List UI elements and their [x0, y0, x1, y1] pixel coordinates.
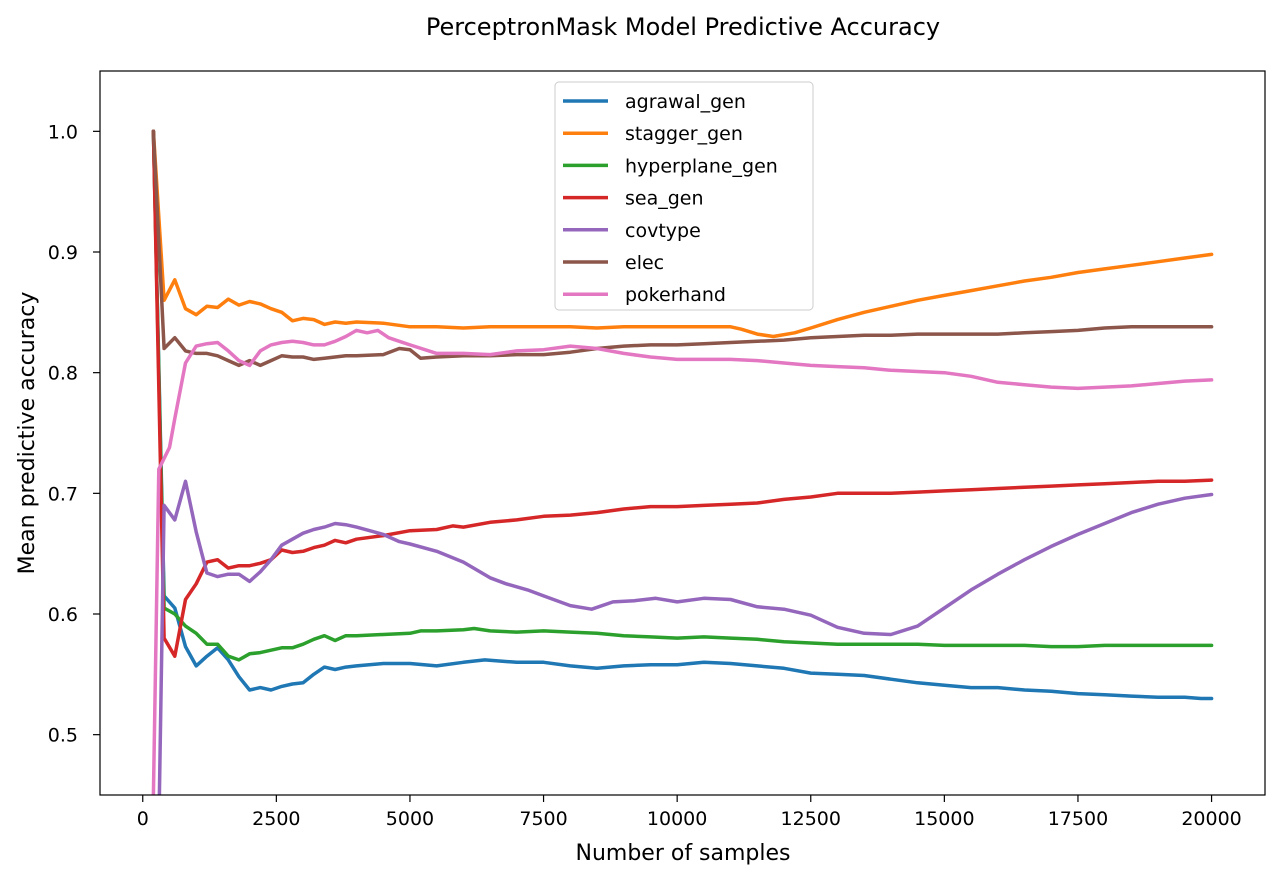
x-axis: 0 2500 5000 7500 10000 12500 15000 17500 20000	[137, 795, 1242, 830]
series-line-pokerhand	[151, 328, 1214, 795]
legend: agrawal_gen stagger_gen hyperplane_gen sea_…	[554, 81, 814, 311]
x-tick-label: 12500	[781, 808, 841, 830]
y-tick-label: 0.5	[48, 725, 78, 747]
series-line-elec	[151, 129, 1214, 368]
y-axis: 0.5 0.6 0.7 0.8 0.9 1.0	[48, 121, 100, 747]
legend-label: agrawal_gen	[625, 91, 746, 113]
legend-label: sea_gen	[625, 188, 704, 210]
y-tick-label: 1.0	[48, 121, 78, 143]
x-tick-label: 10000	[647, 808, 707, 830]
y-tick-label: 0.9	[48, 242, 78, 264]
legend-items: agrawal_gen stagger_gen hyperplane_gen sea_…	[563, 91, 778, 306]
chart-title: PerceptronMask Model Predictive Accuracy	[426, 13, 940, 41]
x-tick-label: 5000	[386, 808, 434, 830]
legend-label: covtype	[625, 220, 701, 242]
series-line-sea-gen	[151, 129, 1214, 658]
x-axis-label: Number of samples	[575, 841, 790, 866]
x-tick-label: 0	[137, 808, 149, 830]
y-tick-label: 0.8	[48, 363, 78, 385]
series-line-covtype	[151, 479, 1214, 795]
series-line-stagger-gen	[151, 129, 1214, 339]
legend-label: stagger_gen	[625, 123, 743, 145]
x-tick-label: 7500	[519, 808, 567, 830]
series-layer	[151, 129, 1214, 795]
x-tick-label: 15000	[914, 808, 974, 830]
plot-frame	[99, 70, 1266, 796]
x-tick-label: 20000	[1181, 808, 1241, 830]
y-axis-label: Mean predictive accuracy	[15, 292, 40, 575]
series-line-hyperplane-gen	[151, 129, 1214, 662]
legend-box	[554, 81, 814, 311]
y-tick-label: 0.7	[48, 483, 78, 505]
x-tick-label: 17500	[1048, 808, 1108, 830]
y-tick-label: 0.6	[48, 604, 78, 626]
x-tick-label: 2500	[252, 808, 300, 830]
legend-label: elec	[625, 252, 664, 274]
plot-area	[99, 70, 1266, 796]
legend-label: pokerhand	[625, 284, 726, 306]
legend-label: hyperplane_gen	[625, 155, 778, 177]
series-line-agrawal-gen	[151, 129, 1214, 701]
